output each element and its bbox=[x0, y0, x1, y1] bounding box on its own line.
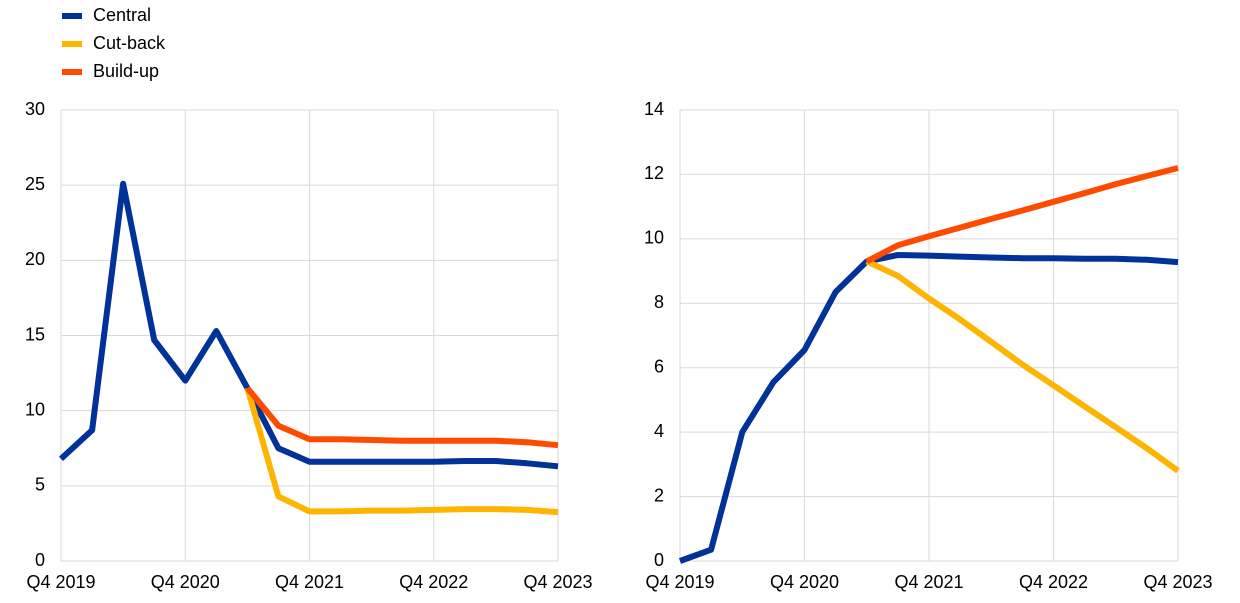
x-tick-label: Q4 2023 bbox=[523, 572, 592, 592]
y-tick-label: 25 bbox=[25, 174, 45, 194]
y-tick-label: 0 bbox=[35, 550, 45, 570]
x-tick-label: Q4 2023 bbox=[1143, 572, 1212, 592]
y-tick-label: 8 bbox=[654, 292, 664, 312]
y-tick-label: 30 bbox=[25, 99, 45, 119]
legend-label: Cut-back bbox=[93, 33, 166, 53]
legend-label: Central bbox=[93, 5, 151, 25]
series-line bbox=[678, 252, 1179, 564]
y-tick-label: 10 bbox=[644, 228, 664, 248]
x-tick-label: Q4 2021 bbox=[275, 572, 344, 592]
y-tick-label: 15 bbox=[25, 324, 45, 344]
x-tick-label: Q4 2019 bbox=[26, 572, 95, 592]
x-tick-label: Q4 2020 bbox=[151, 572, 220, 592]
y-tick-label: 10 bbox=[25, 399, 45, 419]
series-line bbox=[865, 165, 1179, 265]
series-line bbox=[58, 180, 559, 470]
series-line bbox=[865, 258, 1180, 474]
x-tick-label: Q4 2022 bbox=[1019, 572, 1088, 592]
x-tick-label: Q4 2022 bbox=[399, 572, 468, 592]
series-line bbox=[244, 387, 559, 516]
x-tick-label: Q4 2019 bbox=[645, 572, 714, 592]
y-tick-label: 5 bbox=[35, 475, 45, 495]
x-tick-label: Q4 2020 bbox=[770, 572, 839, 592]
y-tick-label: 2 bbox=[654, 485, 664, 505]
y-tick-label: 6 bbox=[654, 356, 664, 376]
x-tick-label: Q4 2021 bbox=[894, 572, 963, 592]
series-line bbox=[245, 386, 559, 449]
y-tick-label: 0 bbox=[654, 550, 664, 570]
legend-label: Build-up bbox=[93, 61, 159, 81]
y-tick-label: 14 bbox=[644, 99, 664, 119]
y-tick-label: 20 bbox=[25, 249, 45, 269]
y-tick-label: 4 bbox=[654, 421, 664, 441]
y-tick-label: 12 bbox=[644, 163, 664, 183]
